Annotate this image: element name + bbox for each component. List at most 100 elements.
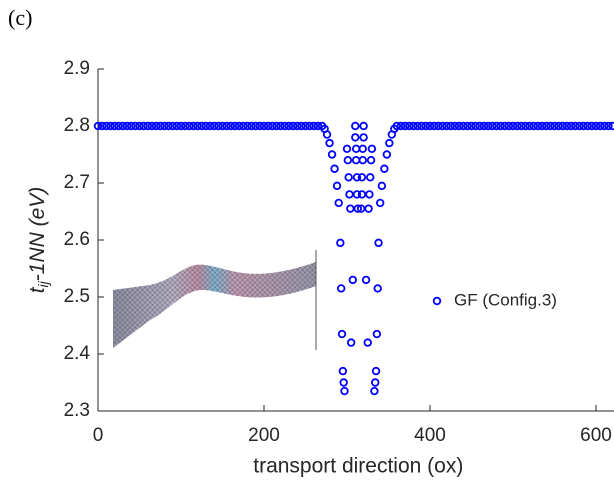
point <box>417 121 426 131</box>
point <box>438 121 447 131</box>
point <box>483 121 493 131</box>
x-tick-label: 0 <box>93 425 104 446</box>
point <box>413 121 422 131</box>
y-tick-label: 2.9 <box>64 58 90 79</box>
point <box>230 121 240 131</box>
point <box>459 121 468 131</box>
point <box>243 121 252 131</box>
point <box>345 190 354 199</box>
point <box>346 338 356 347</box>
point <box>348 275 358 285</box>
point <box>529 121 538 131</box>
x-tick-label: 600 <box>580 425 612 446</box>
point <box>352 190 362 199</box>
point <box>164 121 173 131</box>
y-tick-label: 2.3 <box>64 400 90 421</box>
point <box>351 144 361 153</box>
point <box>600 121 609 131</box>
point <box>385 138 394 148</box>
point <box>151 121 161 131</box>
point <box>358 155 367 165</box>
point <box>372 329 382 339</box>
point <box>226 121 235 131</box>
point <box>337 329 347 339</box>
point <box>608 121 614 131</box>
point <box>336 284 346 293</box>
point <box>93 121 103 131</box>
point <box>338 366 348 376</box>
point <box>595 121 605 131</box>
point <box>550 121 559 131</box>
y-tick-label: 2.5 <box>64 286 90 307</box>
point <box>272 121 281 131</box>
point <box>364 204 373 213</box>
x-axis-label: transport direction (ox) <box>253 455 463 478</box>
point <box>330 164 339 173</box>
point <box>160 121 169 131</box>
point <box>259 121 269 131</box>
point <box>488 121 497 131</box>
point <box>479 121 489 131</box>
point <box>268 121 277 131</box>
point <box>367 144 377 153</box>
point <box>583 121 592 131</box>
point <box>508 121 518 131</box>
point <box>168 121 177 131</box>
point <box>197 121 206 131</box>
point <box>471 121 480 131</box>
x-tick-label: 400 <box>414 425 446 446</box>
point <box>305 121 314 131</box>
y-tick-label: 2.6 <box>64 229 90 250</box>
point <box>363 338 372 347</box>
point <box>356 204 366 213</box>
point <box>351 121 360 131</box>
point <box>288 121 298 131</box>
legend-label: GF (Config.3) <box>454 290 557 309</box>
point <box>371 366 381 376</box>
point <box>172 121 182 131</box>
point <box>102 121 111 131</box>
point <box>293 121 302 131</box>
y-tick-label: 2.4 <box>64 343 91 364</box>
point <box>500 121 509 131</box>
point <box>376 198 385 208</box>
point <box>251 121 260 131</box>
point <box>340 386 349 396</box>
point <box>370 386 379 396</box>
point <box>357 190 367 199</box>
point <box>575 121 584 131</box>
point <box>205 121 215 131</box>
point <box>405 121 414 131</box>
point <box>110 121 119 131</box>
point <box>382 150 392 159</box>
point <box>176 121 186 131</box>
point <box>377 181 387 191</box>
point <box>562 121 572 131</box>
point <box>352 173 362 182</box>
y-axis-label: tij-1NN (eV) <box>26 187 51 294</box>
point <box>463 121 472 131</box>
point <box>218 121 227 131</box>
point <box>280 121 289 131</box>
point <box>492 121 501 131</box>
point <box>343 155 353 165</box>
point <box>339 378 348 387</box>
point <box>442 121 451 131</box>
y-label-subscript: ij <box>35 280 51 287</box>
point <box>429 121 439 131</box>
point <box>106 121 115 131</box>
point <box>334 198 343 208</box>
point <box>327 150 337 159</box>
point <box>446 121 455 131</box>
y-label-symbol: t <box>26 286 49 293</box>
point <box>400 121 410 131</box>
point <box>366 173 375 182</box>
point <box>591 121 601 131</box>
x-tick-label: 200 <box>248 425 280 446</box>
point <box>359 133 368 142</box>
point <box>313 121 323 131</box>
point <box>365 190 374 199</box>
point <box>571 121 580 131</box>
